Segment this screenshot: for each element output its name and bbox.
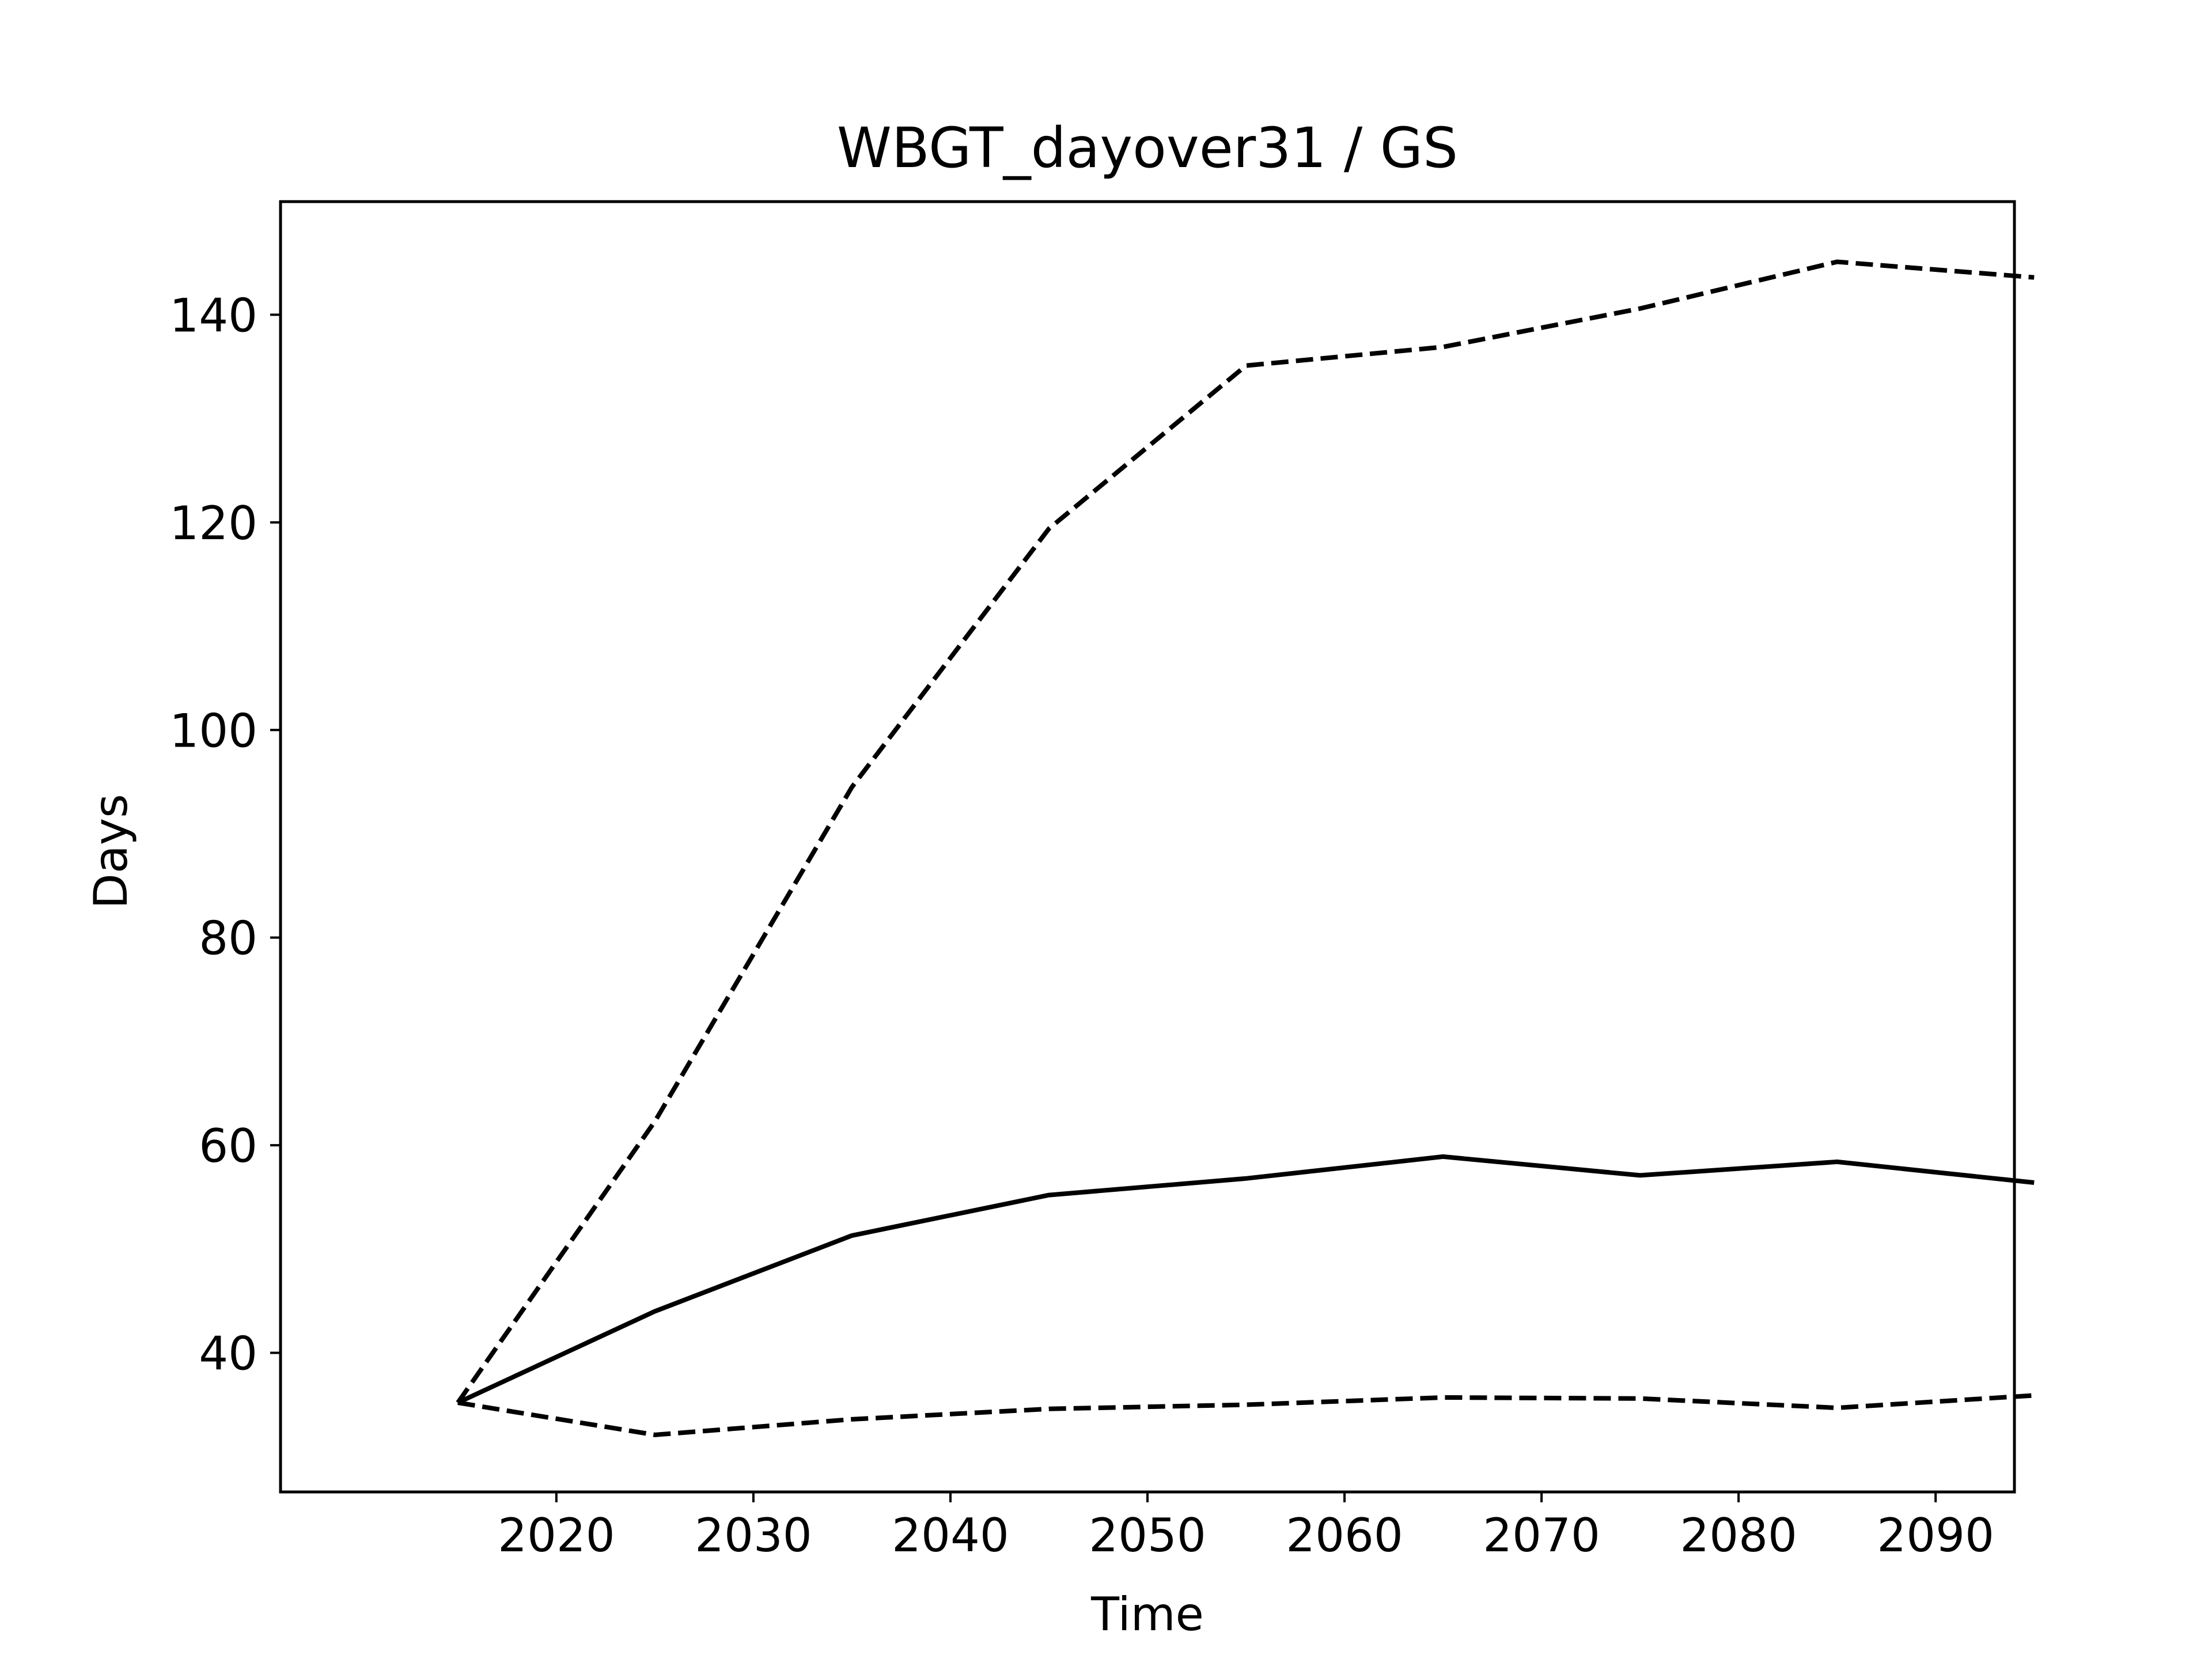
plot-frame [279,200,2016,1494]
series-line-1 [456,259,2035,1404]
x-tick-label: 2030 [695,1509,812,1562]
y-tick-label: 100 [169,704,257,757]
series-line-2 [457,1154,2035,1405]
x-tick-label: 2090 [1877,1509,1994,1562]
x-tick-label: 2060 [1286,1509,1403,1562]
y-axis: 40 60 80 100 120 140 [169,289,281,1381]
y-tick-label: 40 [199,1327,257,1381]
x-tick-label: 2040 [892,1509,1009,1562]
y-tick-label: 120 [169,497,257,550]
x-tick-label: 2080 [1680,1509,1797,1562]
x-tick-label: 2050 [1089,1509,1206,1562]
x-axis: 2020 2030 2040 2050 2060 2070 2080 2090 [498,1492,1994,1562]
x-tick-label: 2020 [498,1509,615,1562]
y-axis-label: Days [84,794,138,909]
y-tick-label: 140 [169,289,257,342]
y-tick-label: 80 [199,912,257,965]
plot-area [456,259,2035,1437]
chart-title: WBGT_dayover31 / GS [837,116,1458,180]
x-tick-label: 2070 [1483,1509,1600,1562]
series-line-3 [457,1393,2035,1437]
x-axis-label: Time [1090,1588,1204,1641]
y-tick-label: 60 [199,1119,257,1173]
